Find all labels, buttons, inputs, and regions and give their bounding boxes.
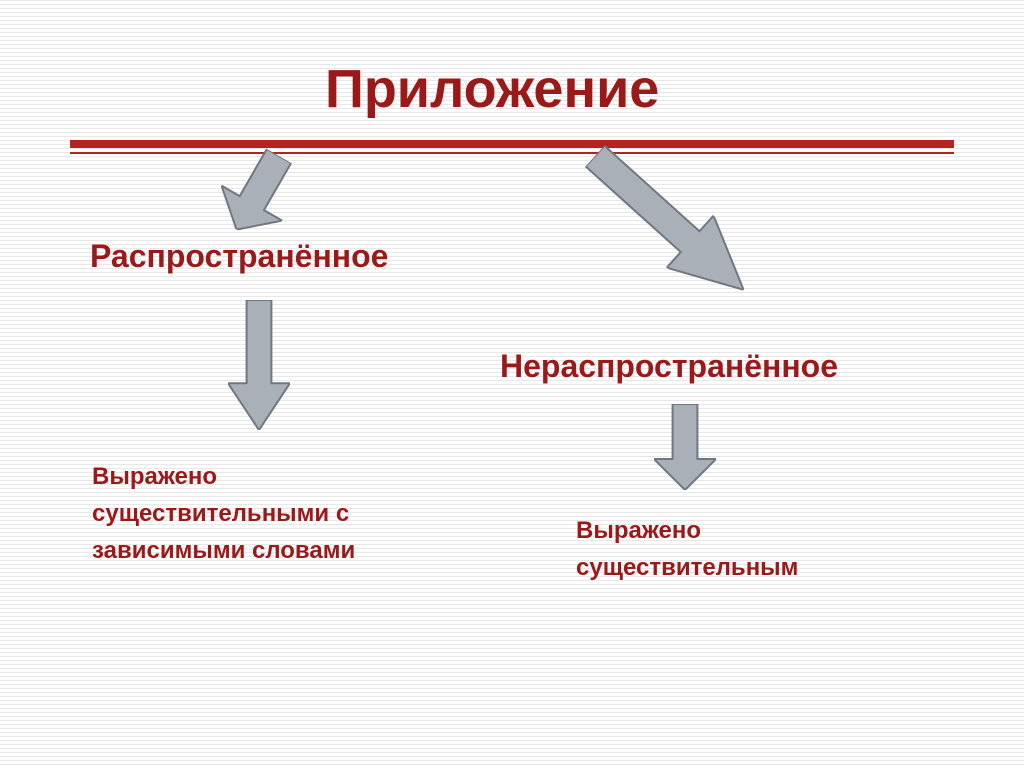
diagram-canvas: Приложение Распространённое Нераспростра… — [0, 0, 1024, 767]
leaf-left: Выраженосуществительными сзависимыми сло… — [92, 458, 355, 570]
node-right: Нераспространённое — [500, 348, 838, 385]
arrow-title-to-right — [572, 130, 767, 316]
arrow-left-to-leaf — [228, 300, 290, 430]
diagram-title: Приложение — [325, 58, 659, 120]
leaf-line: зависимыми словами — [92, 532, 355, 569]
divider-thin — [70, 152, 954, 154]
leaf-line: существительными с — [92, 495, 355, 532]
arrow-title-to-left — [206, 139, 309, 248]
leaf-line: существительным — [576, 549, 798, 586]
arrow-right-to-leaf — [654, 404, 716, 490]
leaf-line: Выражено — [576, 512, 798, 549]
leaf-right: Выраженосуществительным — [576, 512, 798, 586]
title-divider — [70, 140, 954, 154]
leaf-line: Выражено — [92, 458, 355, 495]
node-left: Распространённое — [90, 238, 388, 275]
divider-thick — [70, 140, 954, 148]
